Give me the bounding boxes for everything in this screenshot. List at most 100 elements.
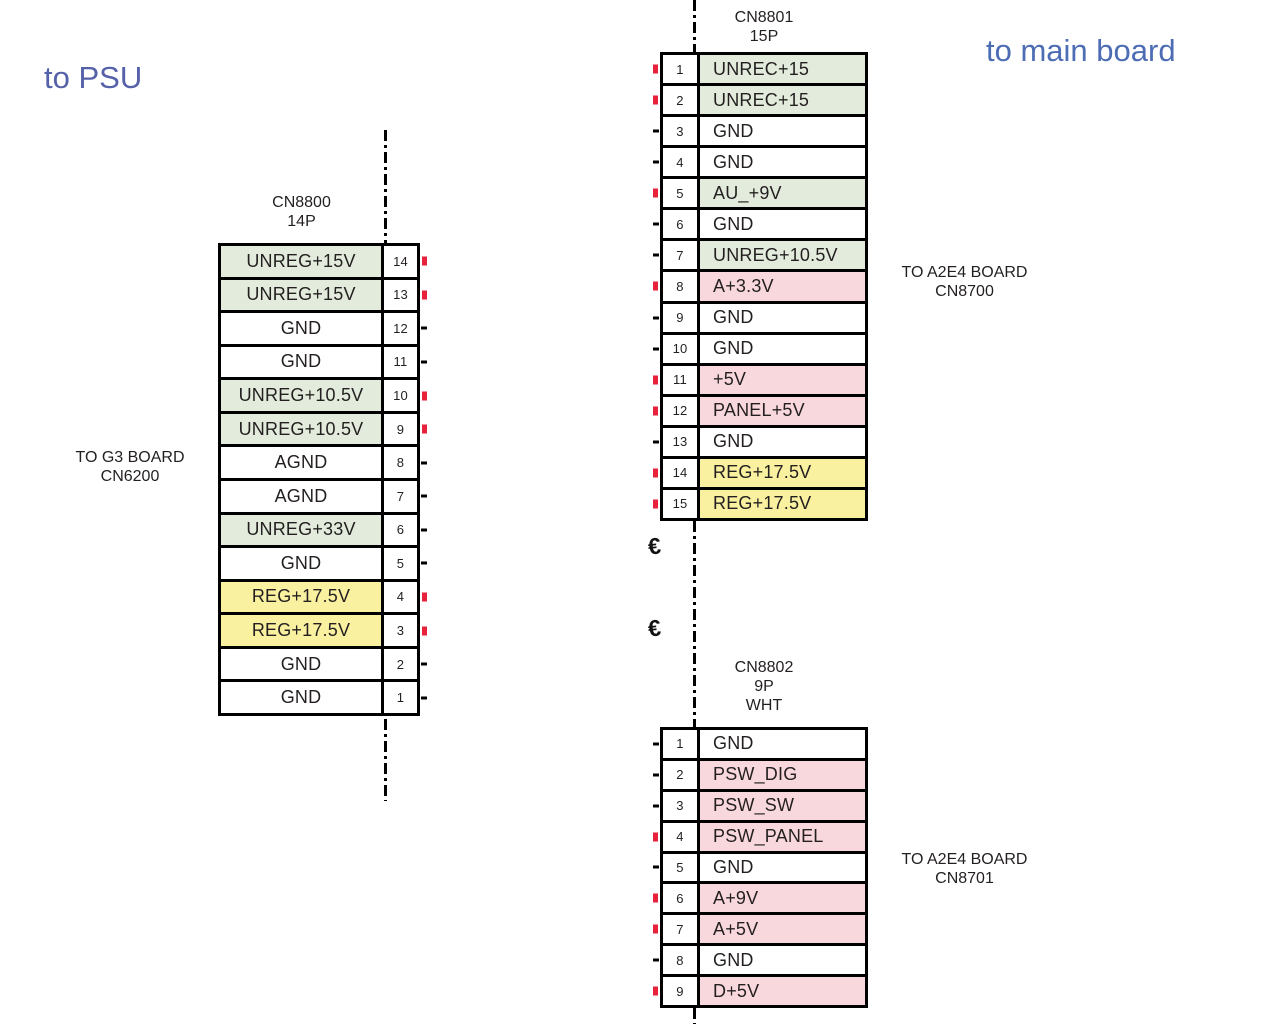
pin-number: 2: [653, 760, 697, 789]
pin-number: 8: [653, 272, 697, 301]
wire-mark: [653, 499, 658, 509]
wire-mark: [421, 494, 427, 498]
pin-number: 6: [653, 210, 697, 239]
wire-mark: [653, 375, 658, 385]
wire-mark: [421, 360, 427, 364]
pin-label: A+3.3V: [700, 272, 865, 301]
wire-mark: [653, 773, 659, 777]
wire-mark: [422, 424, 427, 434]
pin-number: 4: [653, 148, 697, 177]
wire-mark: [422, 391, 427, 401]
pin-number: 11: [384, 346, 427, 378]
pin-number: 5: [384, 548, 427, 579]
board-boundary-line: [384, 719, 387, 801]
pin-label: UNREG+33V: [221, 514, 381, 546]
connector-name: CN8800: [272, 194, 331, 211]
pin-label: AGND: [221, 447, 381, 478]
pin-number: 9: [653, 977, 697, 1005]
pin-number: 4: [653, 822, 697, 851]
wire-mark: [422, 290, 427, 300]
connector-header-cn8800: CN8800 14P: [218, 193, 385, 231]
wire-mark: [653, 95, 658, 105]
pin-label: PANEL+5V: [700, 396, 865, 425]
wire-mark: [421, 326, 427, 330]
pin-label: GND: [221, 346, 381, 378]
wire-break-symbol: €: [646, 614, 663, 642]
pin-number: 15: [653, 489, 697, 518]
pin-number: 8: [653, 946, 697, 975]
board-label-line: TO A2E4 BOARD: [901, 851, 1028, 868]
pin-label: GND: [221, 548, 381, 579]
wire-mark: [422, 626, 427, 636]
pin-label: A+9V: [700, 884, 865, 913]
pin-label: REG+17.5V: [700, 489, 865, 518]
pin-number: 9: [653, 303, 697, 332]
pin-number: 6: [384, 514, 427, 546]
pin-label: AU_+9V: [700, 179, 865, 208]
pin-label: AGND: [221, 480, 381, 512]
pin-number: 2: [384, 648, 427, 680]
wire-mark: [653, 742, 659, 746]
pin-label: GND: [700, 730, 865, 758]
wire-mark: [653, 129, 659, 133]
pin-number: 6: [653, 884, 697, 913]
pin-number: 12: [653, 396, 697, 425]
pin-label: GND: [700, 210, 865, 239]
wire-mark: [653, 406, 658, 416]
pin-number: 9: [384, 413, 427, 445]
pin-label: GND: [700, 148, 865, 177]
wire-mark: [421, 461, 427, 465]
connector-header-cn8802: CN8802 9P WHT: [660, 658, 868, 715]
connector-pin-count: 15P: [749, 28, 779, 45]
pin-label: GND: [700, 303, 865, 332]
wire-break-symbol: €: [646, 532, 663, 560]
pin-label: GND: [700, 427, 865, 456]
board-label-line: TO A2E4 BOARD: [901, 264, 1028, 281]
pin-label: GND: [221, 313, 381, 344]
pin-number: 14: [653, 458, 697, 487]
pin-number: 2: [653, 86, 697, 115]
pin-number: 11: [653, 365, 697, 394]
connector-pin-count: 9P: [754, 678, 774, 695]
wire-mark: [653, 865, 659, 869]
pin-label: A+5V: [700, 915, 865, 944]
pin-table-cn8800: UNREG+15V 14 UNREG+15V 13 GND 12 GND 11 UNREG+10…: [218, 243, 427, 716]
pin-label: +5V: [700, 365, 865, 394]
wire-mark: [653, 222, 659, 226]
board-boundary-line: [693, 521, 696, 727]
board-label-line: CN8700: [935, 283, 994, 300]
pin-number: 5: [653, 179, 697, 208]
pin-label: REG+17.5V: [700, 458, 865, 487]
pin-label: GND: [700, 946, 865, 975]
board-label-a2e4-cn8700: TO A2E4 BOARD CN8700: [872, 263, 1057, 301]
wire-mark: [653, 253, 659, 257]
board-boundary-line: [384, 130, 387, 243]
pin-number: 3: [384, 615, 427, 646]
connector-name: CN8801: [734, 9, 794, 26]
wire-mark: [653, 188, 658, 198]
pin-label: UNREG+10.5V: [221, 413, 381, 445]
pin-number: 13: [384, 279, 427, 311]
pin-label: GND: [221, 648, 381, 680]
pin-number: 1: [653, 730, 697, 758]
pin-number: 5: [653, 853, 697, 882]
wire-mark: [653, 440, 659, 444]
pin-number: 10: [653, 334, 697, 363]
wire-mark: [653, 281, 658, 291]
pin-label: PSW_SW: [700, 791, 865, 820]
board-label-line: CN8701: [935, 870, 994, 887]
pin-number: 13: [653, 427, 697, 456]
wire-mark: [653, 832, 658, 842]
pin-table-cn8802: 1 GND 2 PSW_DIG 3 PSW_SW 4 PSW_PANEL 5 GND 6 A+9V 7 A…: [653, 727, 868, 1008]
pin-number: 1: [384, 682, 427, 713]
pin-label: PSW_DIG: [700, 760, 865, 789]
pin-label: UNREG+15V: [221, 246, 381, 277]
connector-header-cn8801: CN8801 15P: [660, 8, 868, 46]
board-label-line: CN6200: [100, 468, 160, 485]
wire-mark: [653, 804, 659, 808]
pin-label: UNREG+10.5V: [221, 380, 381, 411]
pin-label: UNREG+15V: [221, 279, 381, 311]
board-boundary-line: [693, 1008, 696, 1024]
wire-mark: [653, 958, 659, 962]
